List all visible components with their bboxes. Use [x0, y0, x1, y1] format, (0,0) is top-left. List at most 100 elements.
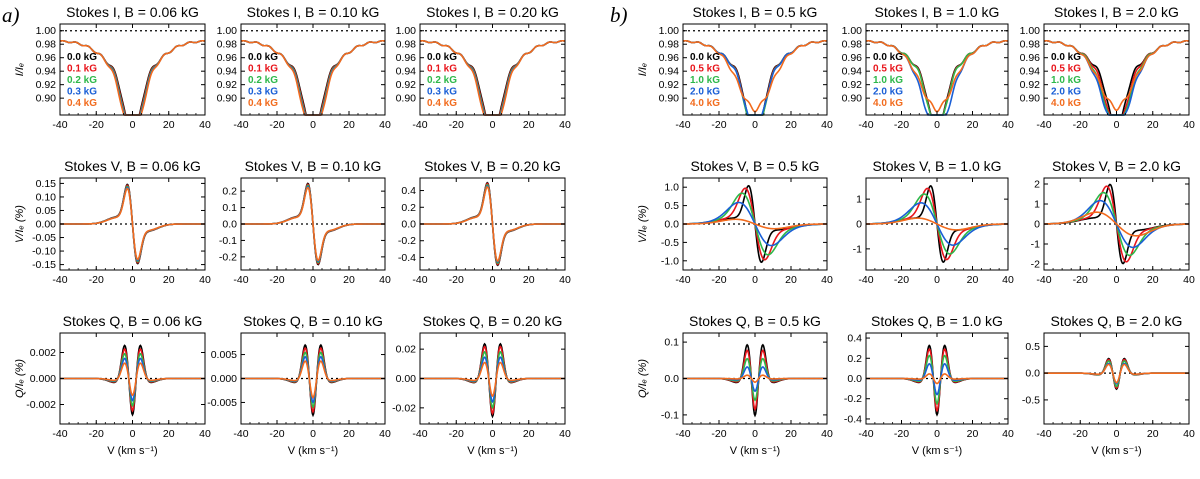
y-tick-label: 0.94 — [217, 66, 238, 78]
y-tick-label: 1 — [1034, 199, 1040, 211]
x-tick-label: 20 — [523, 428, 535, 440]
y-tick-label: 0.92 — [36, 79, 57, 91]
x-tick-label: 20 — [163, 428, 175, 440]
y-tick-label: 0.15 — [36, 178, 57, 190]
y-axis-label: V/Iₑ (%) — [14, 205, 26, 243]
chart-title: Stokes Q, B = 0.06 kG — [63, 313, 203, 329]
series-line-4 — [241, 186, 385, 262]
legend-entry-0: 0.0 kG — [873, 52, 903, 63]
legend-entry-0: 0.0 kG — [427, 52, 457, 63]
x-tick-label: 0 — [752, 428, 758, 440]
y-tick-label: 0.000 — [30, 373, 56, 385]
x-tick-label: -20 — [449, 274, 464, 286]
x-tick-label: -40 — [675, 274, 690, 286]
y-tick-label: 0.0 — [222, 219, 237, 231]
x-tick-label: 20 — [967, 274, 979, 286]
y-tick-label: 0.98 — [842, 39, 863, 51]
series-line-4 — [866, 373, 1008, 385]
chart-title: Stokes V, B = 0.20 kG — [424, 158, 561, 174]
y-tick-label: 0.98 — [396, 39, 417, 51]
y-tick-label: 1 — [856, 194, 862, 206]
legend-entry-3: 0.3 kG — [67, 87, 97, 98]
chart-panel-bV3: Stokes V, B = 2.0 kG -40 -20 0 20 40 -2 -1 0 1 2 — [1031, 158, 1195, 286]
y-tick-label: -0.2 — [398, 235, 416, 247]
chart-title: Stokes V, B = 0.06 kG — [64, 158, 201, 174]
series-line-2 — [241, 351, 385, 409]
y-tick-label: 0.0 — [664, 373, 679, 385]
x-tick-label: 20 — [967, 428, 979, 440]
y-tick-label: 0.90 — [396, 93, 417, 105]
chart-panel-bQ3: Stokes Q, B = 2.0 kG -40 -20 0 20 40 -0.5 0.0 0.… — [1022, 313, 1195, 457]
x-tick-label: -20 — [1073, 428, 1088, 440]
y-tick-label: 0.90 — [659, 93, 680, 105]
x-tick-label: 0 — [310, 428, 316, 440]
y-tick-label: 1.00 — [36, 25, 57, 37]
chart-panel-aV2: Stokes V, B = 0.10 kG -40 -20 0 20 40 -0.2 -0.1… — [219, 158, 391, 286]
x-tick-label: 20 — [1147, 428, 1159, 440]
x-tick-label: -20 — [89, 119, 104, 131]
x-tick-label: 20 — [163, 119, 175, 131]
y-tick-label: -2 — [1031, 259, 1040, 271]
x-tick-label: 20 — [523, 274, 535, 286]
y-tick-label: 0.00 — [396, 373, 417, 385]
y-tick-label: 0.96 — [36, 52, 57, 64]
x-tick-label: 40 — [379, 274, 391, 286]
chart-panel-aQ2: Stokes Q, B = 0.10 kG -40 -20 0 20 40 -0.005 0.… — [207, 313, 391, 457]
x-tick-label: -40 — [1036, 274, 1051, 286]
chart-title: Stokes I, B = 0.06 kG — [66, 4, 199, 20]
panel-b-label: b) — [610, 3, 628, 27]
y-tick-label: -0.15 — [32, 259, 56, 271]
x-tick-label: 40 — [821, 274, 833, 286]
legend-entry-4: 4.0 kG — [873, 98, 903, 109]
x-tick-label: -40 — [52, 428, 67, 440]
chart-panel-bQ1: Stokes Q, B = 0.5 kG -40 -20 0 20 40 -0.1 0.0 0.… — [637, 313, 833, 457]
y-tick-label: 0.92 — [396, 79, 417, 91]
series-line-2 — [420, 350, 565, 410]
y-tick-label: 1.00 — [396, 25, 417, 37]
y-tick-label: 0.1 — [664, 337, 679, 349]
x-tick-label: -40 — [412, 428, 427, 440]
x-tick-label: -40 — [233, 274, 248, 286]
y-tick-label: 0.0 — [401, 219, 416, 231]
y-tick-label: 0.5 — [664, 200, 679, 212]
legend-entry-4: 4.0 kG — [690, 98, 720, 109]
chart-panel-bQ2: Stokes Q, B = 1.0 kG -40 -20 0 20 40 -0.4 -0.2 0… — [844, 313, 1014, 457]
series-line-4 — [420, 185, 565, 263]
legend-entry-1: 0.1 kG — [67, 64, 97, 75]
chart-title: Stokes I, B = 0.20 kG — [426, 4, 559, 20]
chart-panel-aQ1: Stokes Q, B = 0.06 kG -40 -20 0 20 40 -0.002 0.… — [14, 313, 211, 457]
x-tick-label: -40 — [858, 119, 873, 131]
x-tick-label: 20 — [785, 274, 797, 286]
x-tick-label: 40 — [1002, 428, 1014, 440]
legend-entry-1: 0.1 kG — [248, 64, 278, 75]
x-tick-label: 20 — [785, 428, 797, 440]
x-tick-label: -20 — [711, 274, 726, 286]
series-line-3 — [241, 355, 385, 404]
x-tick-label: 40 — [199, 428, 211, 440]
y-tick-label: -0.5 — [661, 237, 679, 249]
x-tick-label: 0 — [130, 274, 136, 286]
x-tick-label: -20 — [711, 428, 726, 440]
y-tick-label: 0.05 — [36, 205, 57, 217]
y-axis-label: Q/Iₑ (%) — [14, 359, 26, 398]
x-tick-label: -20 — [269, 428, 284, 440]
y-tick-label: 1.0 — [664, 182, 679, 194]
x-tick-label: 0 — [490, 428, 496, 440]
x-tick-label: 40 — [1002, 119, 1014, 131]
x-tick-label: -40 — [412, 274, 427, 286]
legend-entry-1: 0.1 kG — [427, 64, 457, 75]
y-tick-label: 0.4 — [401, 185, 416, 197]
chart-panel-aQ3: Stokes Q, B = 0.20 kG -40 -20 0 20 40 -0.02 0.0… — [392, 313, 571, 457]
y-tick-label: 0.0 — [664, 219, 679, 231]
y-tick-label: 0.005 — [211, 349, 237, 361]
y-tick-label: 0.0 — [847, 373, 862, 385]
x-tick-label: 0 — [1114, 428, 1120, 440]
x-tick-label: -40 — [412, 119, 427, 131]
chart-panel-aI1: Stokes I, B = 0.06 kG -40 -20 0 20 40 0.90 0.92… — [14, 4, 211, 131]
y-tick-label: 0.92 — [842, 79, 863, 91]
series-line-4 — [1043, 39, 1190, 112]
x-tick-label: 20 — [785, 119, 797, 131]
y-axis-label: V/Iₑ (%) — [637, 205, 649, 243]
series-line-4 — [866, 217, 1008, 231]
legend-entry-4: 0.4 kG — [427, 98, 457, 109]
